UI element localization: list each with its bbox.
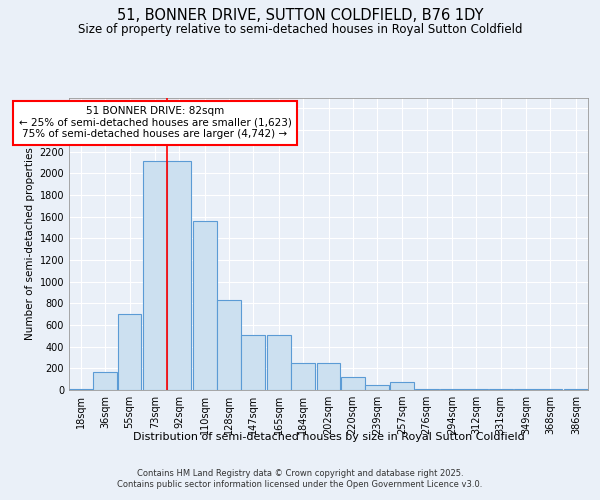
Bar (118, 314, 142, 390)
Text: Size of property relative to semi-detached houses in Royal Sutton Coldfield: Size of property relative to semi-detach… (78, 22, 522, 36)
Text: 51, BONNER DRIVE, SUTTON COLDFIELD, B76 1DY: 51, BONNER DRIVE, SUTTON COLDFIELD, B76 … (117, 8, 483, 22)
Bar (143, 162, 167, 390)
Text: Contains HM Land Registry data © Crown copyright and database right 2025.: Contains HM Land Registry data © Crown c… (137, 469, 463, 478)
Text: Contains public sector information licensed under the Open Government Licence v3: Contains public sector information licen… (118, 480, 482, 489)
Bar (341, 377, 365, 390)
Bar (94, 372, 117, 390)
Y-axis label: Number of semi-detached properties: Number of semi-detached properties (25, 148, 35, 340)
Bar (193, 221, 217, 390)
Bar (267, 335, 291, 390)
Bar (365, 384, 389, 390)
Bar (217, 300, 241, 390)
Bar (241, 335, 265, 390)
Bar (291, 363, 315, 390)
Bar (317, 363, 340, 390)
Bar (167, 162, 191, 390)
Text: Distribution of semi-detached houses by size in Royal Sutton Coldfield: Distribution of semi-detached houses by … (133, 432, 524, 442)
Text: 51 BONNER DRIVE: 82sqm
← 25% of semi-detached houses are smaller (1,623)
75% of : 51 BONNER DRIVE: 82sqm ← 25% of semi-det… (19, 106, 292, 140)
Bar (391, 382, 415, 390)
